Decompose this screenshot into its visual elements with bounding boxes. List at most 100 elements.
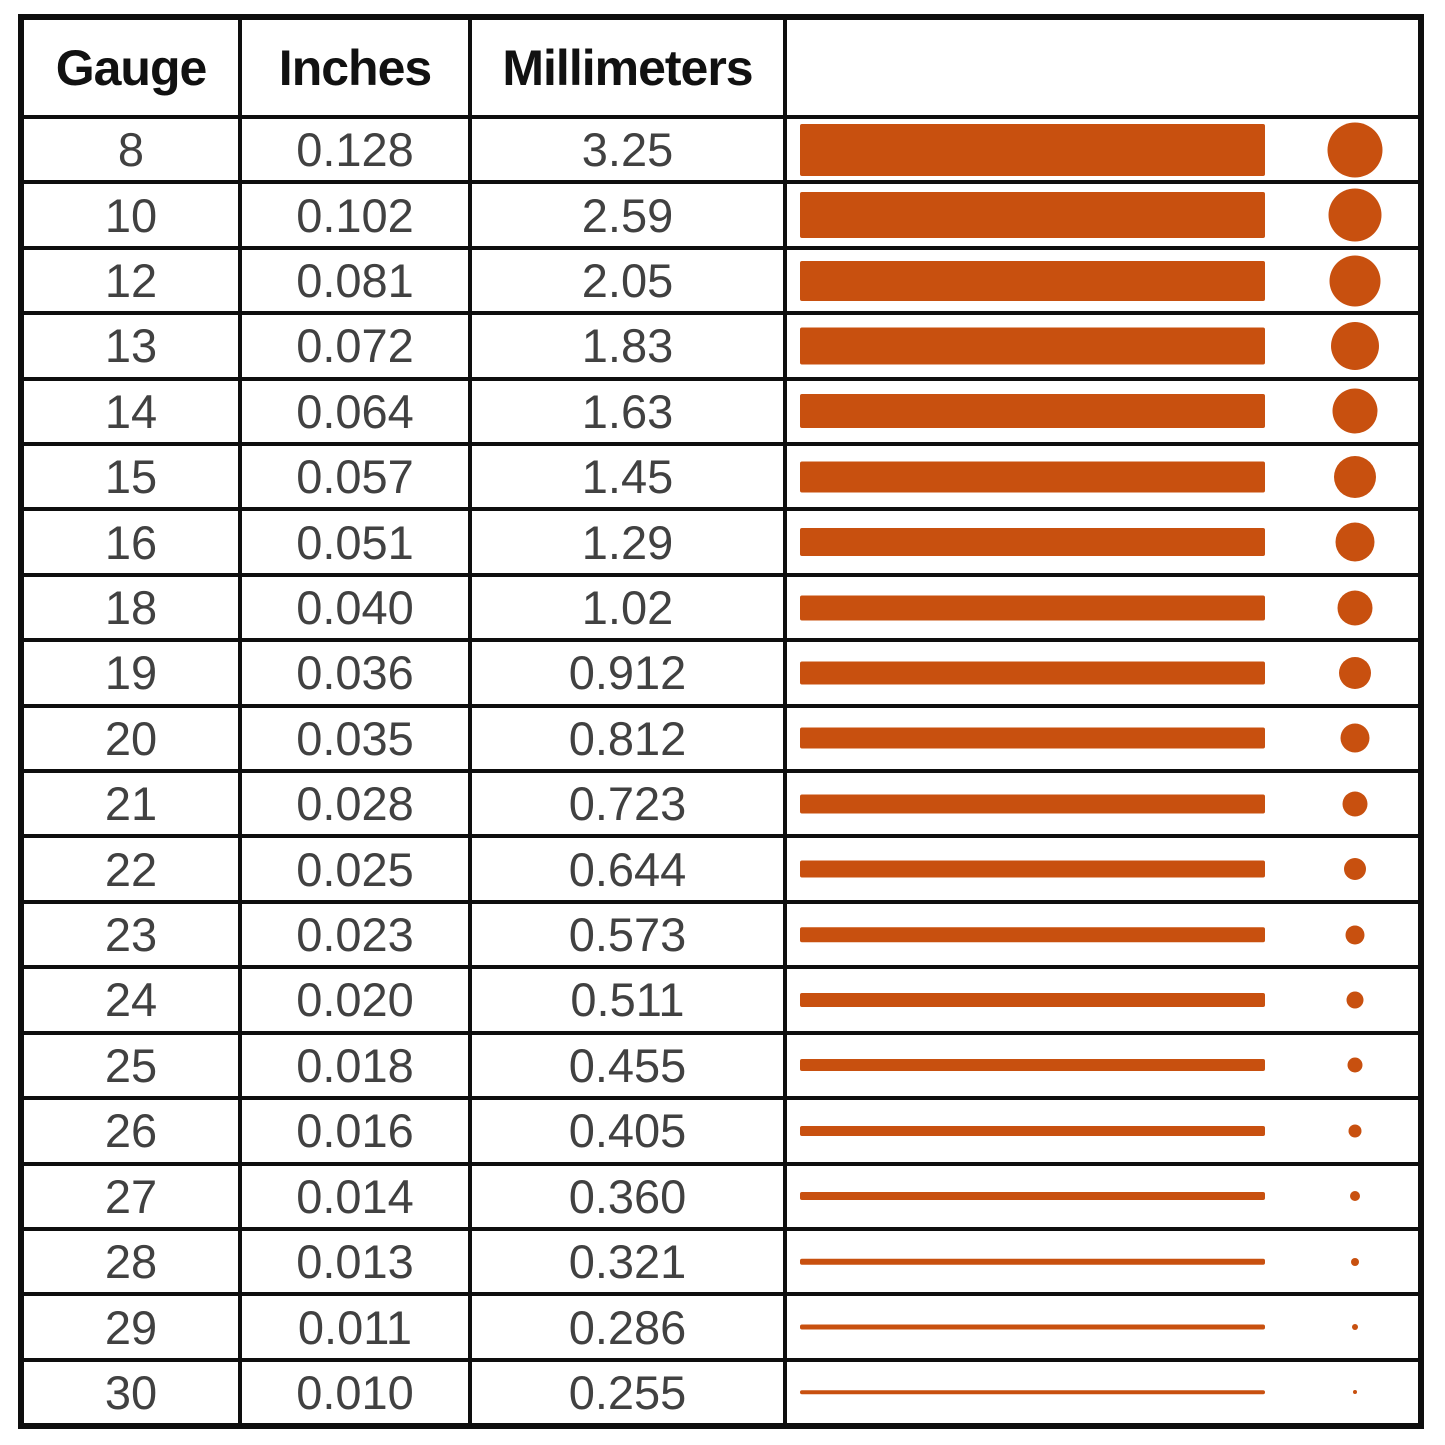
table-row: 30 0.010 0.255: [24, 1361, 1418, 1424]
inches-cell: 0.081: [242, 249, 472, 312]
wire-thickness-bar: [800, 461, 1265, 493]
wire-visual-cell: [787, 250, 1418, 311]
wire-thickness-bar: [800, 926, 1265, 943]
wire-thickness-bar: [800, 1059, 1265, 1072]
wire-thickness-bar: [800, 192, 1265, 239]
millimeters-cell: 0.405: [472, 1100, 787, 1162]
table-row: 18 0.040 1.02: [24, 576, 1418, 643]
wire-visual-cell: [787, 381, 1418, 442]
millimeters-cell: 0.360: [472, 1165, 787, 1227]
table-row: 12 0.081 2.05: [24, 249, 1418, 316]
table-row: 16 0.051 1.29: [24, 511, 1418, 577]
table-row: 27 0.014 0.360: [24, 1165, 1418, 1231]
gauge-cell: 14: [24, 380, 242, 443]
millimeters-cell: 0.255: [472, 1361, 787, 1424]
wire-visual-cell: [787, 315, 1418, 376]
wire-visual-cell: [787, 184, 1418, 245]
wire-cross-section-dot: [1339, 656, 1371, 689]
wire-thickness-bar: [800, 860, 1265, 878]
header-row: Gauge Inches Millimeters: [24, 20, 1418, 119]
wire-cross-section-dot: [1337, 590, 1373, 626]
inches-cell: 0.040: [242, 576, 472, 639]
table-row: 19 0.036 0.912: [24, 642, 1418, 708]
wire-cross-section-dot: [1345, 925, 1365, 945]
wire-visual-cell: [787, 511, 1418, 572]
wire-visual-cell: [787, 1296, 1418, 1357]
table-row: 24 0.020 0.511: [24, 969, 1418, 1035]
wire-visual-cell: [787, 969, 1418, 1030]
wire-thickness-bar: [800, 1258, 1265, 1265]
wire-cross-section-dot: [1329, 255, 1381, 307]
gauge-cell: 24: [24, 969, 242, 1031]
inches-cell: 0.102: [242, 184, 472, 246]
gauge-cell: 8: [24, 119, 242, 181]
inches-cell: 0.013: [242, 1230, 472, 1293]
millimeters-cell: 0.455: [472, 1034, 787, 1097]
wire-visual-cell: [787, 1166, 1418, 1227]
millimeters-cell: 1.83: [472, 315, 787, 377]
wire-cross-section-dot: [1350, 1191, 1360, 1202]
wire-cross-section-dot: [1351, 1257, 1359, 1266]
table-row: 25 0.018 0.455: [24, 1034, 1418, 1101]
inches-cell: 0.016: [242, 1100, 472, 1162]
wire-thickness-bar: [800, 394, 1265, 429]
gauge-cell: 27: [24, 1165, 242, 1227]
table-row: 22 0.025 0.644: [24, 838, 1418, 904]
wire-thickness-bar: [800, 794, 1265, 814]
wire-thickness-bar: [800, 1390, 1265, 1395]
wire-visual-cell: [787, 446, 1418, 507]
millimeters-cell: 1.02: [472, 576, 787, 639]
millimeters-cell: 0.321: [472, 1230, 787, 1293]
gauge-cell: 25: [24, 1034, 242, 1097]
inches-cell: 0.064: [242, 380, 472, 443]
wire-cross-section-dot: [1331, 321, 1379, 370]
wire-visual-cell: [787, 1362, 1418, 1423]
wire-thickness-bar: [800, 595, 1265, 621]
gauge-cell: 21: [24, 773, 242, 835]
inches-cell: 0.014: [242, 1165, 472, 1227]
millimeters-cell: 1.63: [472, 380, 787, 443]
wire-visual-cell: [787, 904, 1418, 965]
gauge-cell: 23: [24, 903, 242, 966]
wire-visual-cell: [787, 708, 1418, 769]
wire-visual-cell: [787, 577, 1418, 638]
wire-cross-section-dot: [1344, 858, 1366, 881]
millimeters-cell: 3.25: [472, 119, 787, 181]
wire-thickness-bar: [800, 661, 1265, 685]
inches-cell: 0.128: [242, 119, 472, 181]
wire-thickness-bar: [800, 260, 1265, 301]
inches-cell: 0.023: [242, 903, 472, 966]
wire-visual-cell: [787, 1100, 1418, 1161]
wire-visual-cell: [787, 1035, 1418, 1096]
header-gauge: Gauge: [24, 20, 242, 115]
wire-thickness-bar: [800, 1324, 1265, 1330]
table-row: 8 0.128 3.25: [24, 119, 1418, 185]
inches-cell: 0.072: [242, 315, 472, 377]
table-row: 21 0.028 0.723: [24, 773, 1418, 839]
gauge-cell: 12: [24, 249, 242, 312]
table-row: 28 0.013 0.321: [24, 1230, 1418, 1297]
wire-thickness-bar: [800, 992, 1265, 1007]
wire-thickness-bar: [800, 727, 1265, 749]
wire-cross-section-dot: [1332, 388, 1378, 434]
millimeters-cell: 2.05: [472, 249, 787, 312]
millimeters-cell: 0.644: [472, 838, 787, 900]
inches-cell: 0.028: [242, 773, 472, 835]
wire-thickness-bar: [800, 327, 1265, 365]
wire-thickness-bar: [800, 528, 1265, 557]
header-visual: [787, 20, 1418, 115]
wire-cross-section-dot: [1348, 1124, 1362, 1138]
wire-cross-section-dot: [1328, 188, 1382, 242]
inches-cell: 0.035: [242, 707, 472, 770]
wire-cross-section-dot: [1342, 791, 1368, 817]
gauge-cell: 15: [24, 446, 242, 508]
millimeters-cell: 0.286: [472, 1296, 787, 1358]
wire-thickness-bar: [800, 1125, 1265, 1136]
wire-cross-section-dot: [1353, 1390, 1357, 1395]
table-row: 13 0.072 1.83: [24, 315, 1418, 381]
inches-cell: 0.057: [242, 446, 472, 508]
wire-cross-section-dot: [1335, 522, 1375, 562]
millimeters-cell: 0.723: [472, 773, 787, 835]
millimeters-cell: 2.59: [472, 184, 787, 246]
gauge-cell: 19: [24, 642, 242, 704]
